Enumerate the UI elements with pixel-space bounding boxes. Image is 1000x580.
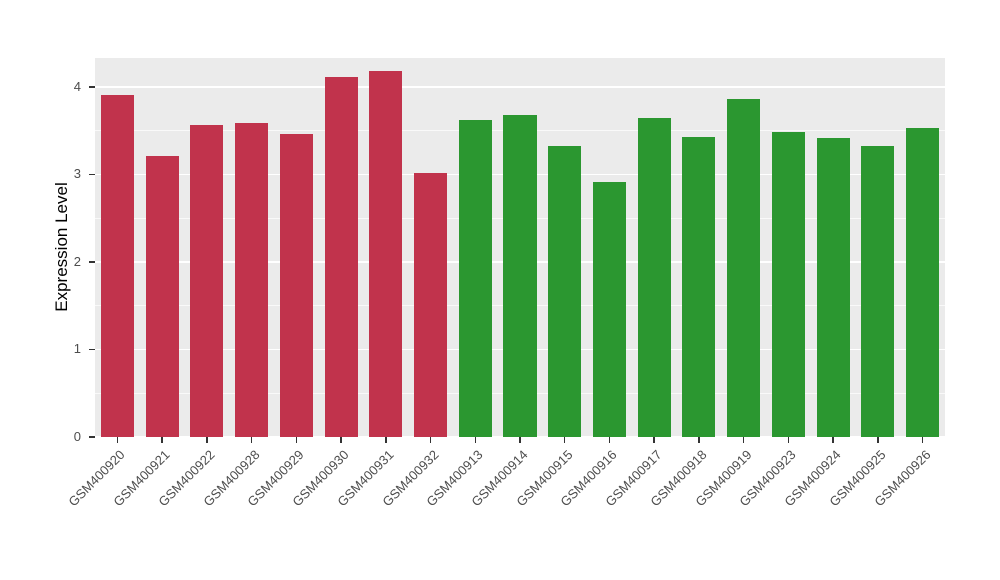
x-axis-tick — [921, 437, 924, 443]
bar — [235, 122, 269, 437]
bar — [369, 71, 403, 437]
bar — [503, 114, 537, 437]
y-axis-tick-label: 2 — [73, 253, 81, 269]
x-axis-tick — [161, 437, 163, 443]
bar — [816, 137, 850, 437]
y-axis-tick — [89, 173, 95, 176]
y-axis-tick-label: 4 — [73, 78, 81, 94]
x-axis-tick — [832, 437, 834, 443]
x-axis-tick — [295, 437, 298, 443]
bar — [145, 156, 179, 437]
y-axis-tick-label: 3 — [73, 166, 81, 182]
x-axis-tick — [385, 437, 387, 443]
x-axis-tick — [742, 437, 745, 443]
x-axis-tick — [698, 437, 700, 443]
bar — [592, 182, 626, 437]
bar — [324, 77, 358, 437]
x-axis-tick — [519, 437, 521, 443]
y-axis-tick — [89, 348, 95, 351]
bar — [190, 125, 224, 437]
x-axis-tick — [787, 437, 790, 443]
bar — [100, 94, 134, 437]
x-axis-tick — [474, 437, 476, 443]
bar — [906, 128, 940, 437]
y-axis-tick-label: 0 — [73, 429, 81, 444]
major-gridline — [95, 86, 945, 88]
bar — [771, 131, 805, 437]
y-axis-tick — [89, 86, 95, 88]
x-axis-tick — [877, 437, 879, 443]
y-axis-tick-label: 1 — [73, 341, 81, 357]
bar — [548, 146, 582, 437]
y-axis-tick — [89, 436, 95, 438]
x-axis-tick — [429, 437, 432, 443]
x-axis-tick — [340, 437, 342, 443]
x-axis-tick — [116, 437, 119, 443]
plot-panel — [95, 58, 945, 437]
x-axis-tick — [250, 437, 253, 443]
bar — [861, 146, 895, 437]
bar — [727, 99, 761, 437]
bar — [682, 136, 716, 437]
bar — [637, 117, 671, 437]
x-axis-tick — [653, 437, 655, 443]
y-axis-title: Expression Level — [52, 182, 71, 312]
bar — [458, 120, 492, 437]
bar — [279, 134, 313, 437]
bar — [413, 172, 448, 437]
x-axis-tick — [608, 437, 611, 443]
x-axis-tick — [206, 437, 208, 443]
x-axis-tick — [563, 437, 566, 443]
y-axis-tick — [89, 261, 95, 263]
